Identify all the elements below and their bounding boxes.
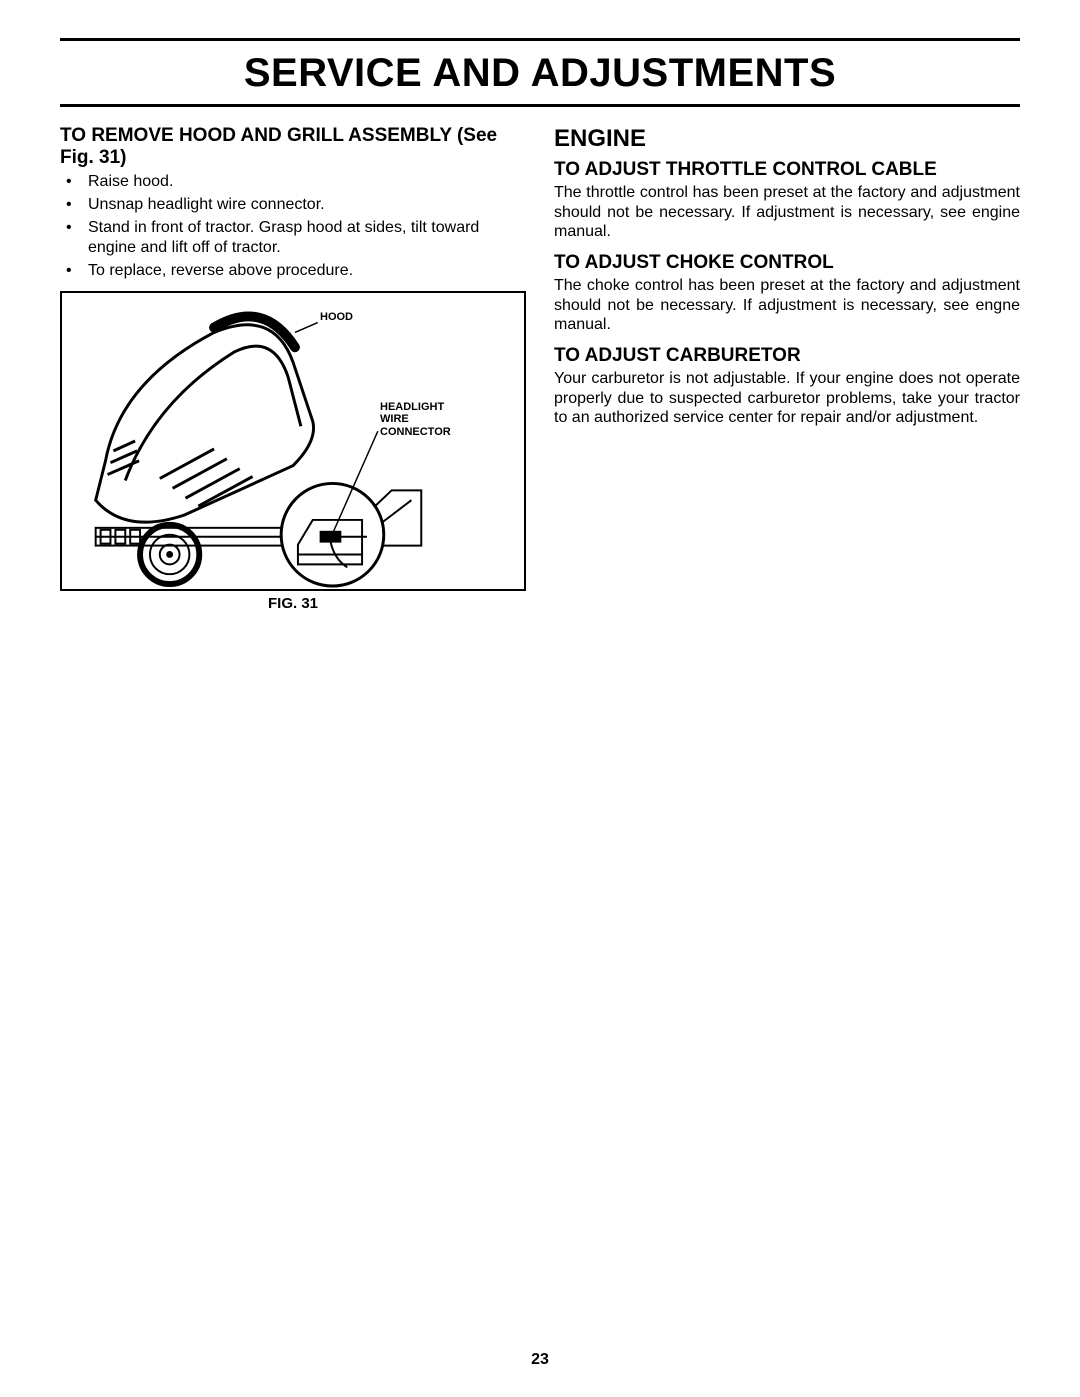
list-item: Stand in front of tractor. Grasp hood at… [60,218,526,258]
connector-label-l3: CONNECTOR [380,426,451,438]
choke-section: TO ADJUST CHOKE CONTROL The choke contro… [554,252,1020,335]
choke-heading: TO ADJUST CHOKE CONTROL [554,252,1020,274]
carb-section: TO ADJUST CARBURETOR Your carburetor is … [554,345,1020,428]
list-item: Unsnap headlight wire connector. [60,195,526,215]
throttle-body: The throttle control has been preset at … [554,183,1020,242]
connector-label-l1: HEADLIGHT [380,401,444,413]
left-column: TO REMOVE HOOD AND GRILL ASSEMBLY (See F… [60,125,526,612]
figure-caption: FIG. 31 [60,595,526,612]
page-title: SERVICE AND ADJUSTMENTS [60,41,1020,104]
list-item: Raise hood. [60,172,526,192]
figure-31: HOOD HEADLIGHT WIRE CONNECTOR [60,291,526,591]
right-column: ENGINE TO ADJUST THROTTLE CONTROL CABLE … [554,125,1020,612]
hood-label: HOOD [320,311,353,324]
throttle-heading: TO ADJUST THROTTLE CONTROL CABLE [554,159,1020,181]
connector-label-l2: WIRE [380,413,409,425]
connector-label: HEADLIGHT WIRE CONNECTOR [380,401,451,439]
carb-body: Your carburetor is not adjustable. If yo… [554,369,1020,428]
remove-hood-steps: Raise hood. Unsnap headlight wire connec… [60,172,526,281]
tractor-hood-diagram [62,293,524,589]
throttle-section: TO ADJUST THROTTLE CONTROL CABLE The thr… [554,159,1020,242]
page-number: 23 [0,1351,1080,1369]
carb-heading: TO ADJUST CARBURETOR [554,345,1020,367]
choke-body: The choke control has been preset at the… [554,276,1020,335]
remove-hood-heading: TO REMOVE HOOD AND GRILL ASSEMBLY (See F… [60,125,526,170]
list-item: To replace, reverse above procedure. [60,261,526,281]
content-columns: TO REMOVE HOOD AND GRILL ASSEMBLY (See F… [60,125,1020,612]
title-underline [60,104,1020,107]
engine-section-title: ENGINE [554,125,1020,153]
